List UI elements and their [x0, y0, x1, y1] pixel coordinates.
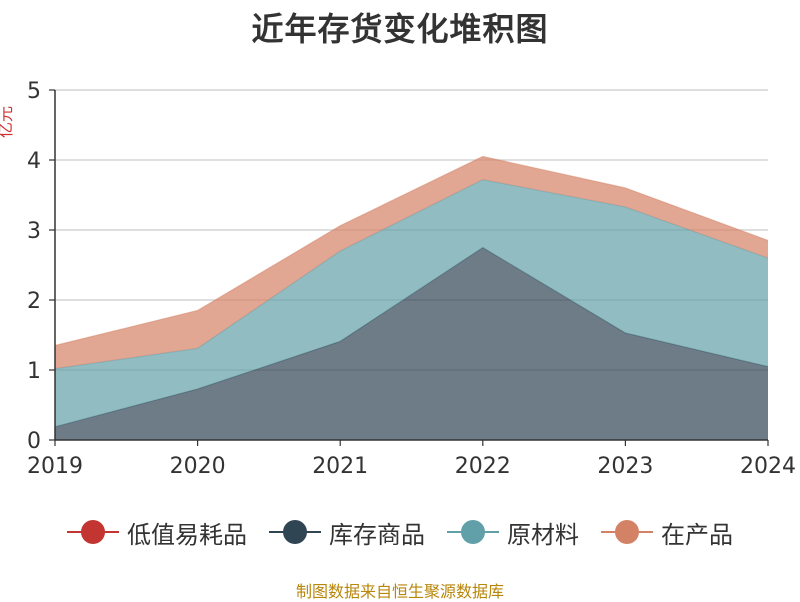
legend-dot	[81, 520, 105, 544]
x-tick-label: 2022	[455, 454, 511, 479]
x-tick-label: 2019	[27, 454, 83, 479]
legend-item[interactable]: 原材料	[447, 515, 579, 550]
legend-label: 原材料	[507, 520, 579, 549]
line-在产品	[54, 155, 769, 347]
legend-item[interactable]: 库存商品	[269, 515, 425, 550]
x-tick-label: 2023	[597, 454, 653, 479]
y-tick-label: 1	[27, 359, 41, 384]
legend-label: 库存商品	[329, 520, 425, 549]
area-在产品	[55, 156, 768, 369]
area-series	[54, 155, 769, 440]
legend-label: 低值易耗品	[127, 520, 247, 549]
legend-swatch	[67, 520, 119, 544]
y-tick-label: 0	[27, 429, 41, 454]
y-tick-label: 5	[27, 79, 41, 104]
area-原材料	[55, 179, 768, 427]
y-tick-label: 2	[27, 289, 41, 314]
y-tick-label: 3	[27, 219, 41, 244]
chart-title: 近年存货变化堆积图	[251, 10, 549, 48]
legend-label: 在产品	[661, 520, 733, 549]
axes: 0 1 2 3 4 5 2019 2020 2021 2022 2023 2024	[27, 79, 796, 479]
legend-item[interactable]: 在产品	[601, 515, 733, 550]
x-tick-label: 2021	[312, 454, 368, 479]
legend-dot	[461, 520, 485, 544]
legend-dot	[283, 520, 307, 544]
source-footer: 制图数据来自恒生聚源数据库	[295, 582, 504, 601]
y-tick-label: 4	[27, 149, 41, 174]
x-tick-label: 2024	[740, 454, 796, 479]
legend-dot	[615, 520, 639, 544]
area-库存商品	[55, 247, 768, 440]
legend: 低值易耗品 库存商品 原材料 在产品	[0, 512, 800, 552]
legend-swatch	[269, 520, 321, 544]
x-tick-label: 2020	[170, 454, 226, 479]
legend-swatch	[601, 520, 653, 544]
legend-item[interactable]: 低值易耗品	[67, 515, 247, 550]
legend-swatch	[447, 520, 499, 544]
